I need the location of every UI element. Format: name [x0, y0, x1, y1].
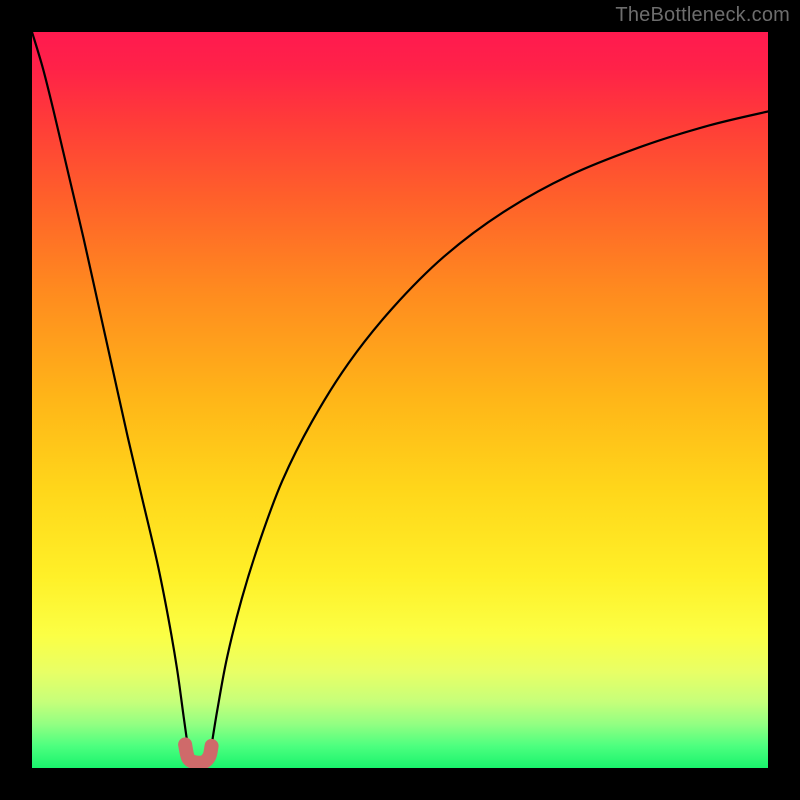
chart-svg	[0, 0, 800, 800]
chart-stage: TheBottleneck.com	[0, 0, 800, 800]
watermark-text: TheBottleneck.com	[615, 4, 790, 27]
plot-background	[32, 32, 768, 768]
